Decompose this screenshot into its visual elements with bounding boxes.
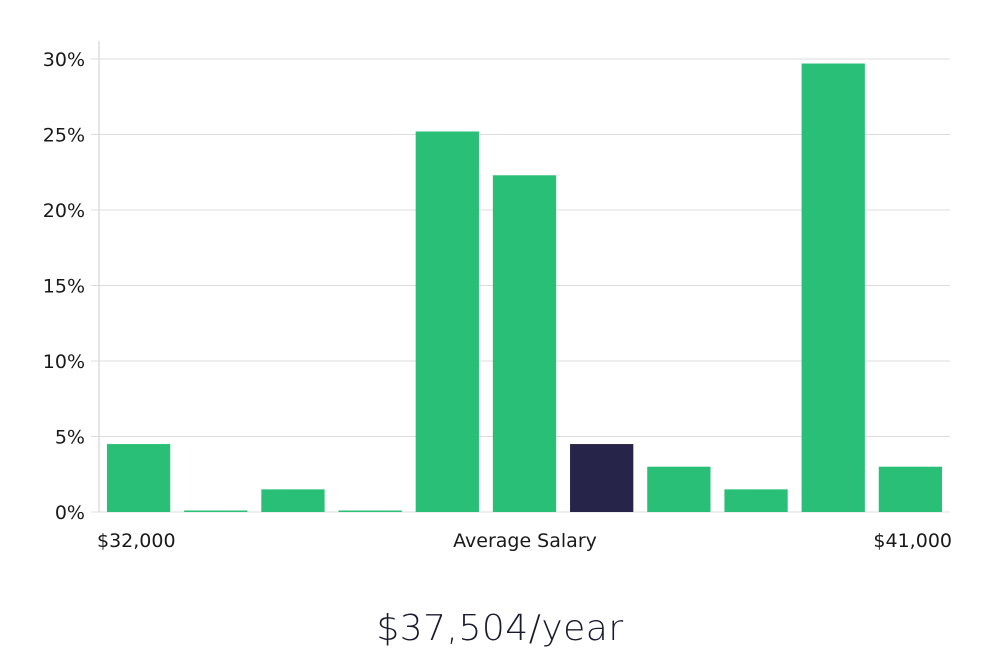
bar-layer: [106, 63, 943, 513]
y-tick-label: 0%: [55, 502, 85, 524]
salary-distribution-chart: 0% 5% 10% 15% 20% 25% 30% $32,000 Average Sala…: [43, 41, 952, 552]
bar: [261, 489, 325, 512]
bar: [724, 489, 788, 512]
bar: [106, 444, 171, 512]
bar: [647, 466, 711, 512]
bar-highlighted: [570, 444, 634, 512]
x-axis-min-label: $32,000: [97, 530, 176, 552]
y-tick-label: 20%: [43, 200, 85, 222]
y-tick-label: 5%: [55, 427, 85, 449]
bar: [492, 175, 557, 512]
x-axis-max-label: $41,000: [873, 530, 952, 552]
average-salary-value: $37,504/year: [376, 608, 624, 649]
y-axis-ticks: 0% 5% 10% 15% 20% 25% 30%: [43, 49, 85, 524]
y-tick-label: 15%: [43, 276, 85, 298]
y-tick-label: 10%: [43, 351, 85, 373]
y-tick-label: 30%: [43, 49, 85, 71]
bar: [184, 510, 248, 512]
y-tick-label: 25%: [43, 125, 85, 147]
bar: [878, 466, 943, 512]
bar: [801, 63, 865, 512]
bar: [415, 131, 479, 513]
x-axis-title: Average Salary: [453, 530, 597, 552]
bar: [338, 510, 402, 512]
